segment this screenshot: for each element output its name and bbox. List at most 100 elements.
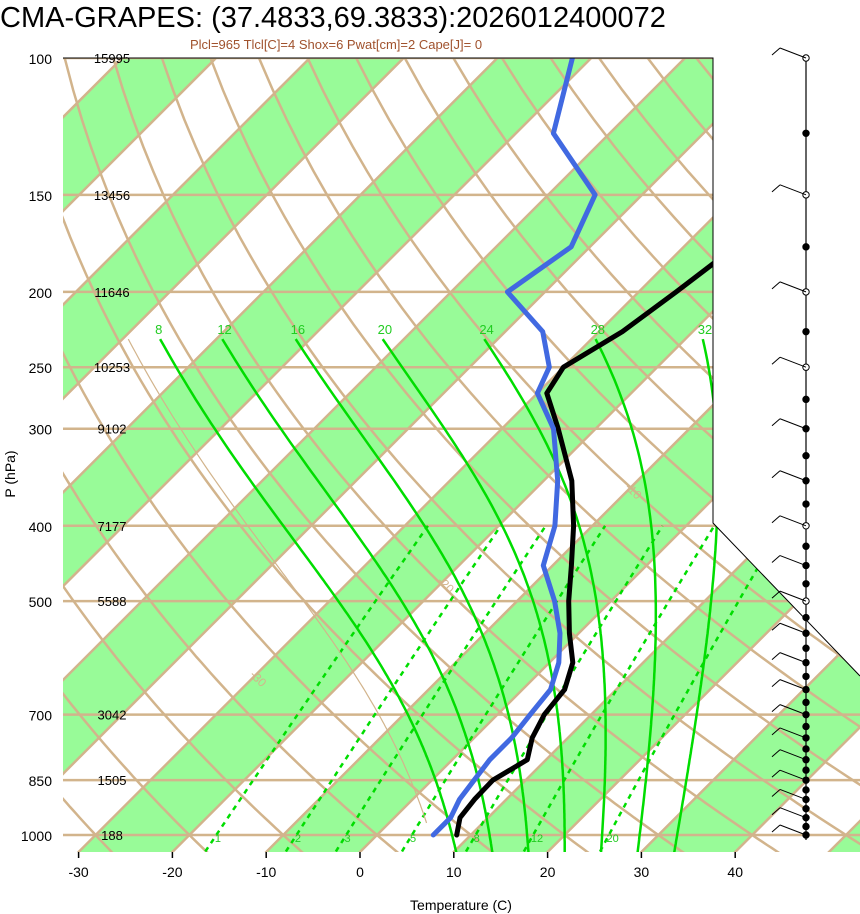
wind-barb [779,356,807,368]
isotherm-line [63,58,628,852]
wind-barb-flag [771,470,781,479]
x-tick-label: 20 [540,864,556,880]
moist-adiabat-label: 20 [378,322,392,337]
wind-level-dot [802,395,810,404]
mixing-ratio-line [284,525,502,852]
wind-barb-flag [771,749,781,758]
wind-barb [779,727,807,739]
wind-barb [779,679,807,691]
wind-barb-flag [771,789,781,797]
wind-barbs [771,47,810,840]
height-label: 3042 [98,708,127,723]
dry-adiabat-line [63,58,321,852]
wind-level-dot [802,542,810,550]
mixing-ratio-line [204,525,429,852]
x-tick-label: -10 [256,864,276,880]
dewpoint-line [430,58,598,838]
sounding-series [430,58,772,838]
x-tick-label: 30 [634,864,650,880]
chart-subtitle: Plcl=965 Tlcl[C]=4 Shox=6 Pwat[cm]=2 Cap… [190,37,482,52]
moist-adiabat-label: 12 [217,322,231,337]
dry-adiabat-line [63,58,513,852]
isotherm-line [63,58,816,852]
parcel-path [127,338,428,824]
wind-level-dot [802,129,810,137]
isotherm-line [250,58,860,852]
wind-barb [779,470,807,482]
mixing-ratio-label: 8 [474,833,480,845]
dry-adiabat-line [63,58,706,852]
wind-barb [779,769,807,781]
wind-barb-flag [771,824,781,833]
mixing-ratio-line [598,525,784,852]
wind-level-dot [802,500,810,508]
wind-barb-flag [771,418,781,427]
isotherm-line [63,58,534,852]
wind-barb-flag [771,769,781,778]
dry-adiabat-line [63,58,610,852]
wind-level-dot [802,327,810,336]
height-label: 10253 [94,360,130,375]
isotherm-line [63,58,347,852]
height-label: 11646 [94,285,129,300]
isotherm-line [63,58,253,852]
parcel-line [127,338,428,824]
isotherm-line [63,58,441,852]
pressure-tick-label: 150 [29,188,53,204]
wind-barb [779,555,807,567]
wind-barb-flag [771,679,781,688]
pressure-tick-label: 500 [29,594,53,610]
x-tick-label: -20 [162,864,182,880]
moist-adiabat-label: 24 [479,322,493,337]
chart-title: CMA-GRAPES: (37.4833,69.3833):2026012400… [0,2,666,34]
wind-barb-flag [771,281,781,290]
mixing-ratio-label: 20 [607,833,619,845]
wind-barb [779,807,807,819]
isotherm-band [63,58,64,852]
wind-barb-flag [771,704,781,713]
pressure-tick-label: 700 [29,708,53,724]
wind-level-dot [802,804,810,813]
wind-level-dot [802,698,810,707]
x-tick-label: 40 [727,864,743,880]
y-axis-title: P (hPa) [2,450,18,497]
wind-barb [779,788,807,800]
wind-level-dot [802,243,810,251]
mixing-ratio-line [464,525,664,852]
isotherm-line [63,58,722,852]
height-label: 5588 [98,594,127,609]
mixing-ratio-line [522,525,716,852]
plot-area: 8 12 16 20 24 28 321 2 3 5 8 12 20-30-20-10 [63,58,860,852]
wind-barb-flag [771,184,781,193]
height-labels: 15995 13456 11646 10253 9102 7177 5588 3042 1505… [94,51,130,843]
moist-adiabat-lines [159,338,719,852]
moist-adiabat-label: 32 [698,322,712,337]
wind-barb-flag [771,652,781,660]
mixing-ratio-line [334,525,547,852]
isotherm-lines [63,58,860,852]
isotherm-bands [63,58,860,852]
pressure-tick-label: 250 [29,360,53,376]
height-label: 188 [101,828,123,843]
moist-adiabat-label: 28 [591,322,605,337]
mixing-ratio-label: 2 [295,833,301,845]
wind-barb-flag [771,47,781,56]
x-tick-label: 0 [356,864,364,880]
dry-adiabat-line [338,58,860,852]
isotherm-line [625,58,860,852]
wind-level-dot [802,644,810,652]
dry-adiabat-line [102,58,802,852]
temperature-line [454,58,772,838]
pressure-tick-label: 100 [29,51,53,67]
isotherm-line [437,58,860,852]
wind-level-dot [802,786,810,794]
wind-barb-flag [771,356,781,365]
wind-barb-flag [771,622,781,631]
wind-level-dot [802,822,810,831]
isotherm-band [438,58,860,852]
wind-barb-flag [771,807,781,816]
isotherm-band [63,58,627,852]
mixing-ratio-label: 5 [410,833,416,845]
wind-level-dot [802,580,810,588]
